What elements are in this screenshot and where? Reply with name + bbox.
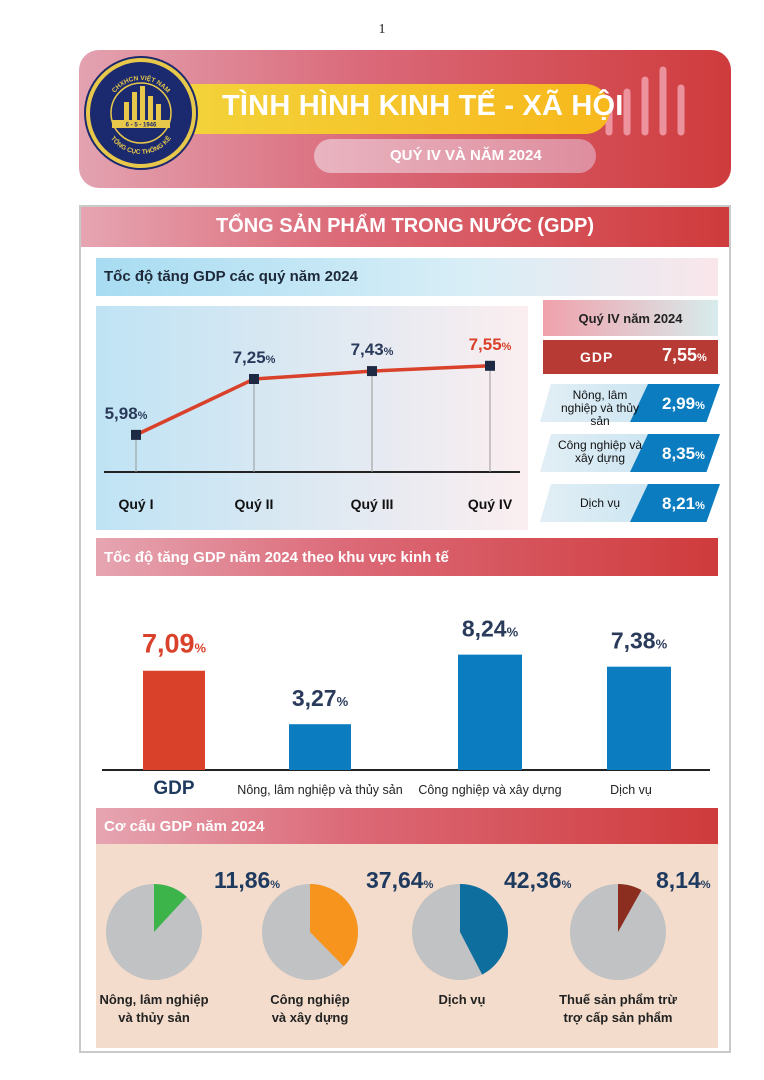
chart3-title: Cơ cấu GDP năm 2024 xyxy=(104,818,265,835)
bar xyxy=(607,666,671,770)
quarter-panel-header xyxy=(543,300,718,336)
bar-category-label: GDP xyxy=(153,778,195,799)
bar-category-label: Công nghiệp và xây dựng xyxy=(418,783,561,797)
sector-value-pill xyxy=(630,484,720,522)
pie-category-label: Công nghiệp và xây dựng xyxy=(270,992,349,1025)
gdp-q4-value: 7,55% xyxy=(662,345,707,366)
chart1-title: Tốc độ tăng GDP các quý năm 2024 xyxy=(104,268,358,285)
chart2-header xyxy=(96,538,718,576)
bar-category-label: Nông, lâm nghiệp và thủy sản xyxy=(237,783,402,797)
sector-label-pill xyxy=(540,434,650,472)
sector-label: Nông, lâm nghiệp và thủy sản xyxy=(560,388,640,428)
content-frame xyxy=(79,205,731,1053)
pie-slice xyxy=(460,884,508,975)
pie-category-label: Nông, lâm nghiệp và thủy sản xyxy=(99,992,208,1025)
bar-value-label: 7,09% xyxy=(142,629,207,659)
page-subtitle: QUÝ IV VÀ NĂM 2024 xyxy=(390,147,542,164)
gso-logo: 6 - 5 - 1946 CHXHCN VIỆT NAM TỔNG CỤC TH… xyxy=(86,58,196,168)
logo-date: 6 - 5 - 1946 xyxy=(126,123,157,129)
section-title: TỔNG SẢN PHẨM TRONG NƯỚC (GDP) xyxy=(215,215,595,237)
bar xyxy=(458,654,522,770)
gdp-q4-number: 7,55 xyxy=(662,345,698,365)
title-bar xyxy=(190,84,610,134)
bar-value-label: 8,24% xyxy=(462,616,519,642)
pie-value-label: 37,64% xyxy=(366,867,434,893)
gdp-q4-label: GDP xyxy=(580,349,614,365)
pie-value-label: 8,14% xyxy=(656,867,711,893)
x-tick-label: Quý II xyxy=(235,496,274,512)
data-point xyxy=(249,374,259,384)
bar-value-label: 7,38% xyxy=(611,628,668,654)
sector-value: 2,99% xyxy=(662,394,705,413)
data-point xyxy=(131,429,141,440)
sector-value: 8,21% xyxy=(662,494,705,513)
chart1-header xyxy=(96,258,718,296)
sector-value-pill xyxy=(630,434,720,472)
bar xyxy=(143,670,205,770)
pie-slice xyxy=(618,884,642,932)
data-label: 7,55% xyxy=(469,335,512,354)
sector-value: 8,35% xyxy=(662,444,705,463)
sector-label-pill xyxy=(540,484,650,522)
line-chart-background xyxy=(96,306,528,530)
x-tick-label: Quý IV xyxy=(468,496,513,512)
pie-category-label: Dịch vụ xyxy=(439,992,486,1007)
data-point xyxy=(485,360,495,371)
gdp-sector-bar-chart: 7,09% GDP 3,27% Nông, lâm nghiệp và thủy sả… xyxy=(102,616,710,799)
pie-value-label: 11,86% xyxy=(214,867,280,893)
sector-label: Công nghiệp và xây dựng xyxy=(557,438,643,465)
sector-label-pill xyxy=(540,384,650,422)
section-header xyxy=(81,207,729,247)
gdp-quarterly-line-chart: 5,98% Quý I 7,25% Quý II 7,43% Quý III 7,55% Qu… xyxy=(96,306,528,530)
page-title: TÌNH HÌNH KINH TẾ - XÃ HỘI xyxy=(222,90,624,122)
data-label: 5,98% xyxy=(105,404,148,423)
data-label: 7,43% xyxy=(351,340,394,359)
pie-value-label: 42,36% xyxy=(504,867,572,893)
quarter-panel-title: Quý IV năm 2024 xyxy=(578,311,683,326)
subtitle-pill xyxy=(314,139,596,173)
x-tick-label: Quý I xyxy=(118,496,153,512)
bar-category-label: Dịch vụ xyxy=(610,783,652,797)
series-line xyxy=(135,364,491,437)
gdp-q4-unit: % xyxy=(697,352,707,364)
gdp-q4-box xyxy=(543,340,718,374)
bar-value-label: 3,27% xyxy=(292,685,349,711)
pie-category-label: Thuế sản phẩm trừ trợ cấp sản phẩm xyxy=(559,992,677,1025)
bar-chart-decoration-icon xyxy=(605,66,685,136)
sector-value-pill xyxy=(630,384,720,422)
chart3-header xyxy=(96,808,718,844)
chart2-title: Tốc độ tăng GDP năm 2024 theo khu vực ki… xyxy=(104,549,449,566)
sector-label: Dịch vụ xyxy=(579,496,620,510)
data-label: 7,25% xyxy=(233,348,276,367)
gdp-structure-pie-charts: 11,86% Nông, lâm nghiệp và thủy sản 37,64% C… xyxy=(99,867,711,1025)
bar xyxy=(289,724,351,770)
pie-slice xyxy=(154,884,187,932)
pie-slice xyxy=(310,884,359,967)
data-point xyxy=(367,366,377,377)
page-number: 1 xyxy=(378,22,386,37)
x-tick-label: Quý III xyxy=(351,496,394,512)
